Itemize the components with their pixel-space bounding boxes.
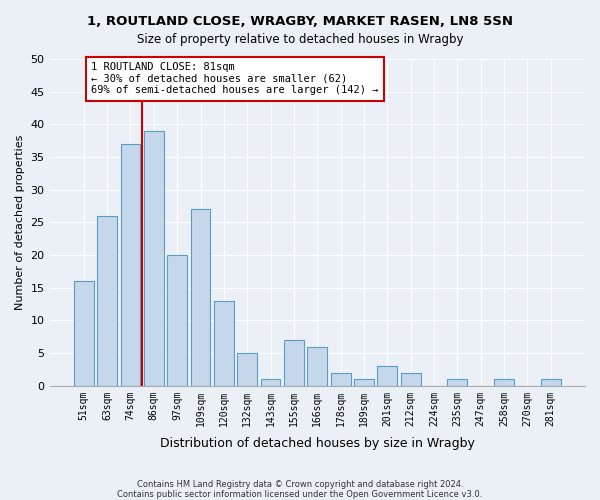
- Text: Contains HM Land Registry data © Crown copyright and database right 2024.: Contains HM Land Registry data © Crown c…: [137, 480, 463, 489]
- Bar: [401, 372, 421, 386]
- Bar: [214, 301, 234, 386]
- Bar: [238, 353, 257, 386]
- Bar: [448, 379, 467, 386]
- Text: 1, ROUTLAND CLOSE, WRAGBY, MARKET RASEN, LN8 5SN: 1, ROUTLAND CLOSE, WRAGBY, MARKET RASEN,…: [87, 15, 513, 28]
- Bar: [121, 144, 140, 386]
- Text: Size of property relative to detached houses in Wragby: Size of property relative to detached ho…: [137, 32, 463, 46]
- Bar: [144, 131, 164, 386]
- Bar: [541, 379, 560, 386]
- Bar: [191, 210, 211, 386]
- Text: 1 ROUTLAND CLOSE: 81sqm
← 30% of detached houses are smaller (62)
69% of semi-de: 1 ROUTLAND CLOSE: 81sqm ← 30% of detache…: [91, 62, 379, 96]
- Bar: [331, 372, 350, 386]
- Bar: [307, 346, 327, 386]
- Text: Contains public sector information licensed under the Open Government Licence v3: Contains public sector information licen…: [118, 490, 482, 499]
- Bar: [494, 379, 514, 386]
- X-axis label: Distribution of detached houses by size in Wragby: Distribution of detached houses by size …: [160, 437, 475, 450]
- Bar: [167, 255, 187, 386]
- Bar: [260, 379, 280, 386]
- Bar: [97, 216, 117, 386]
- Bar: [354, 379, 374, 386]
- Y-axis label: Number of detached properties: Number of detached properties: [15, 134, 25, 310]
- Bar: [377, 366, 397, 386]
- Bar: [284, 340, 304, 386]
- Bar: [74, 281, 94, 386]
